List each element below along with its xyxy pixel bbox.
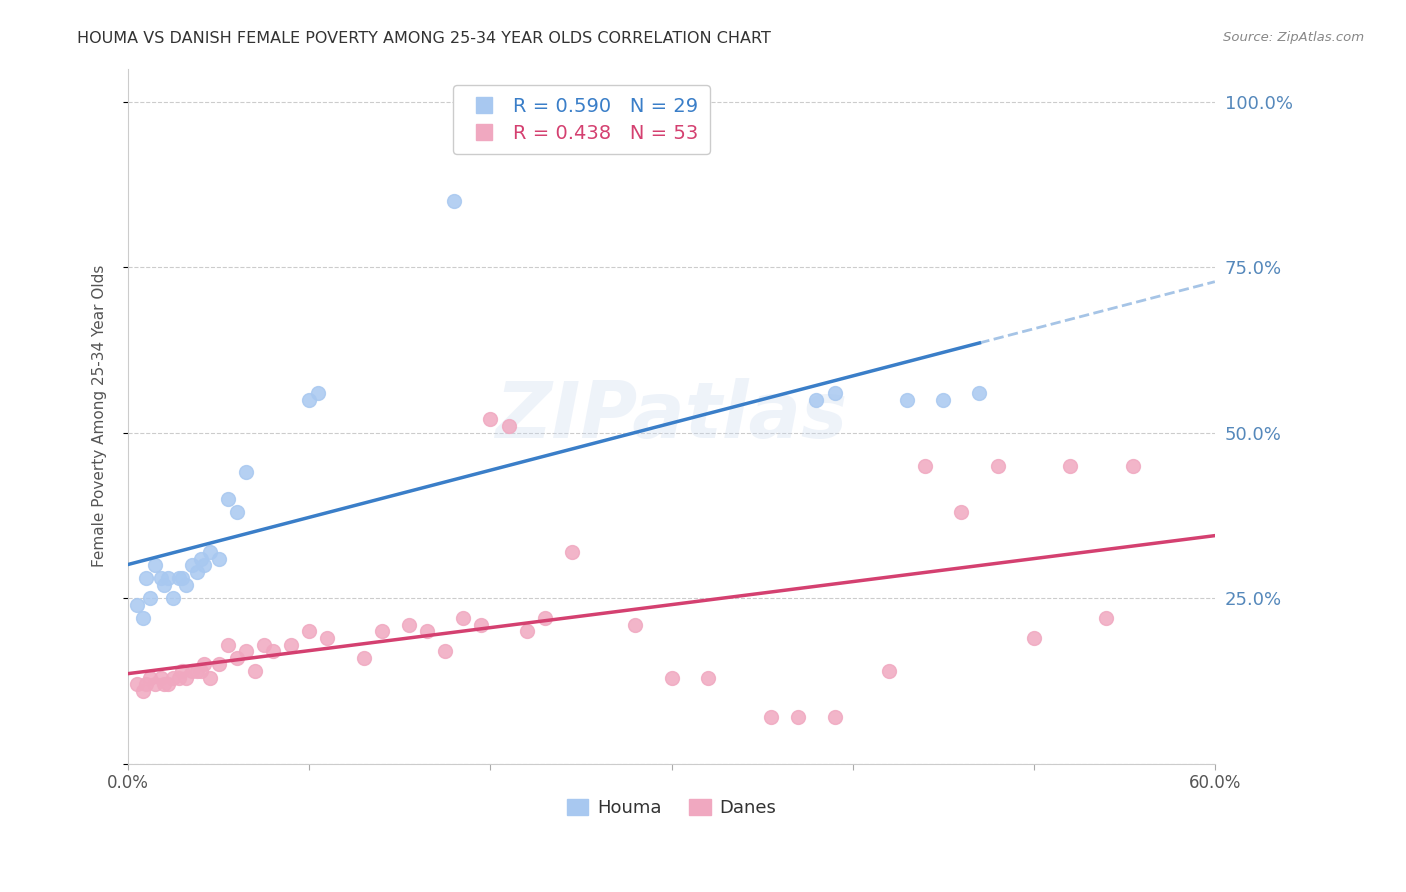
Point bbox=[174, 671, 197, 685]
Point bbox=[416, 624, 439, 639]
Point bbox=[143, 677, 166, 691]
Point bbox=[253, 638, 276, 652]
Point bbox=[180, 558, 202, 573]
Point bbox=[243, 664, 266, 678]
Point bbox=[787, 710, 810, 724]
Point bbox=[217, 491, 239, 506]
Point bbox=[198, 671, 221, 685]
Point bbox=[162, 671, 184, 685]
Point bbox=[167, 571, 190, 585]
Legend: Houma, Danes: Houma, Danes bbox=[560, 791, 783, 824]
Point bbox=[298, 392, 321, 407]
Point bbox=[193, 657, 215, 672]
Point bbox=[624, 617, 647, 632]
Point bbox=[135, 677, 157, 691]
Point bbox=[174, 578, 197, 592]
Point bbox=[298, 624, 321, 639]
Y-axis label: Female Poverty Among 25-34 Year Olds: Female Poverty Among 25-34 Year Olds bbox=[93, 265, 107, 567]
Point bbox=[969, 386, 991, 401]
Point bbox=[131, 684, 153, 698]
Point bbox=[139, 591, 162, 606]
Point bbox=[398, 617, 420, 632]
Point bbox=[1059, 458, 1081, 473]
Point bbox=[1095, 611, 1118, 625]
Point bbox=[1022, 631, 1045, 645]
Point bbox=[149, 571, 172, 585]
Point bbox=[498, 419, 520, 434]
Point bbox=[479, 412, 502, 426]
Point bbox=[172, 664, 194, 678]
Point bbox=[516, 624, 538, 639]
Point bbox=[316, 631, 339, 645]
Point bbox=[950, 505, 973, 519]
Point bbox=[262, 644, 284, 658]
Point bbox=[370, 624, 392, 639]
Point bbox=[932, 392, 955, 407]
Point bbox=[280, 638, 302, 652]
Point bbox=[443, 194, 465, 208]
Point bbox=[533, 611, 555, 625]
Point bbox=[208, 551, 231, 566]
Point bbox=[235, 644, 257, 658]
Point bbox=[914, 458, 936, 473]
Point bbox=[824, 386, 846, 401]
Point bbox=[877, 664, 900, 678]
Point bbox=[470, 617, 492, 632]
Point bbox=[193, 558, 215, 573]
Point bbox=[235, 466, 257, 480]
Point bbox=[353, 651, 375, 665]
Point bbox=[217, 638, 239, 652]
Point bbox=[156, 677, 179, 691]
Point bbox=[986, 458, 1008, 473]
Text: Source: ZipAtlas.com: Source: ZipAtlas.com bbox=[1223, 31, 1364, 45]
Point bbox=[127, 598, 149, 612]
Point bbox=[561, 545, 583, 559]
Point bbox=[307, 386, 329, 401]
Text: HOUMA VS DANISH FEMALE POVERTY AMONG 25-34 YEAR OLDS CORRELATION CHART: HOUMA VS DANISH FEMALE POVERTY AMONG 25-… bbox=[77, 31, 772, 46]
Point bbox=[190, 664, 212, 678]
Point bbox=[180, 664, 202, 678]
Point bbox=[127, 677, 149, 691]
Point bbox=[225, 505, 247, 519]
Point bbox=[1122, 458, 1144, 473]
Point bbox=[143, 558, 166, 573]
Point bbox=[149, 671, 172, 685]
Point bbox=[186, 664, 208, 678]
Point bbox=[696, 671, 718, 685]
Point bbox=[172, 571, 194, 585]
Point bbox=[759, 710, 782, 724]
Point bbox=[661, 671, 683, 685]
Point bbox=[135, 571, 157, 585]
Point bbox=[806, 392, 828, 407]
Point bbox=[153, 677, 176, 691]
Point bbox=[167, 671, 190, 685]
Point bbox=[208, 657, 231, 672]
Point bbox=[156, 571, 179, 585]
Point bbox=[434, 644, 457, 658]
Point bbox=[139, 671, 162, 685]
Point bbox=[190, 551, 212, 566]
Point bbox=[153, 578, 176, 592]
Point bbox=[162, 591, 184, 606]
Point bbox=[824, 710, 846, 724]
Point bbox=[186, 565, 208, 579]
Point bbox=[198, 545, 221, 559]
Text: ZIPatlas: ZIPatlas bbox=[495, 378, 848, 454]
Point bbox=[225, 651, 247, 665]
Point bbox=[131, 611, 153, 625]
Point bbox=[896, 392, 918, 407]
Point bbox=[451, 611, 474, 625]
